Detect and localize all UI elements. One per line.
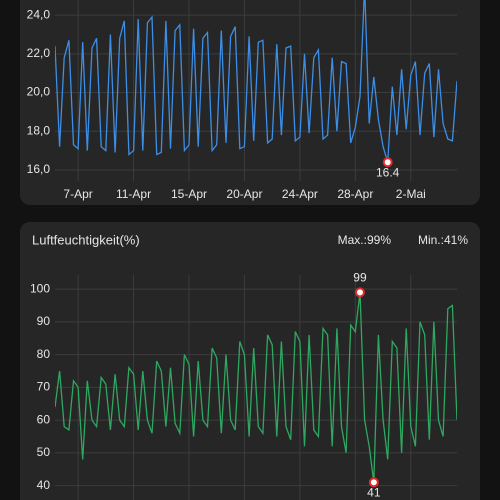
y-tick-label: 90 [37,314,51,328]
value-label: 16.4 [376,165,400,179]
y-tick-label: 16,0 [27,162,51,176]
y-tick-label: 20,0 [27,85,51,99]
data-line [55,292,457,483]
plot [55,292,457,483]
x-tick-label: 15-Apr [171,187,207,201]
value-label: 99 [353,271,367,285]
value-label: 41 [367,485,381,499]
x-tick-label: 7-Apr [63,187,92,201]
x-tick-label: 11-Apr [116,187,151,201]
x-tick-label: 24-Apr [282,187,318,201]
extreme-marker [368,477,379,488]
plot [55,0,457,163]
y-tick-label: 50 [37,445,51,459]
y-tick-label: 80 [37,347,51,361]
data-line [55,0,457,163]
card [20,222,480,500]
max-label: Max.:99% [338,233,392,247]
extreme-marker [354,287,365,298]
x-tick-label: 20-Apr [226,187,262,201]
card [20,0,480,205]
y-tick-label: 40 [37,478,51,492]
extreme-marker [382,157,393,168]
y-tick-label: 100 [30,281,50,295]
chart-title: Luftfeuchtigkeit(%) [32,232,140,247]
min-label: Min.:41% [418,233,468,247]
x-tick-label: 2-Mai [396,187,426,201]
x-tick-label: 28-Apr [337,187,373,201]
y-tick-label: 22,0 [27,46,51,60]
y-tick-label: 60 [37,412,51,426]
y-tick-label: 18,0 [27,123,51,137]
y-tick-label: 70 [37,380,51,394]
y-tick-label: 24,0 [27,7,51,21]
